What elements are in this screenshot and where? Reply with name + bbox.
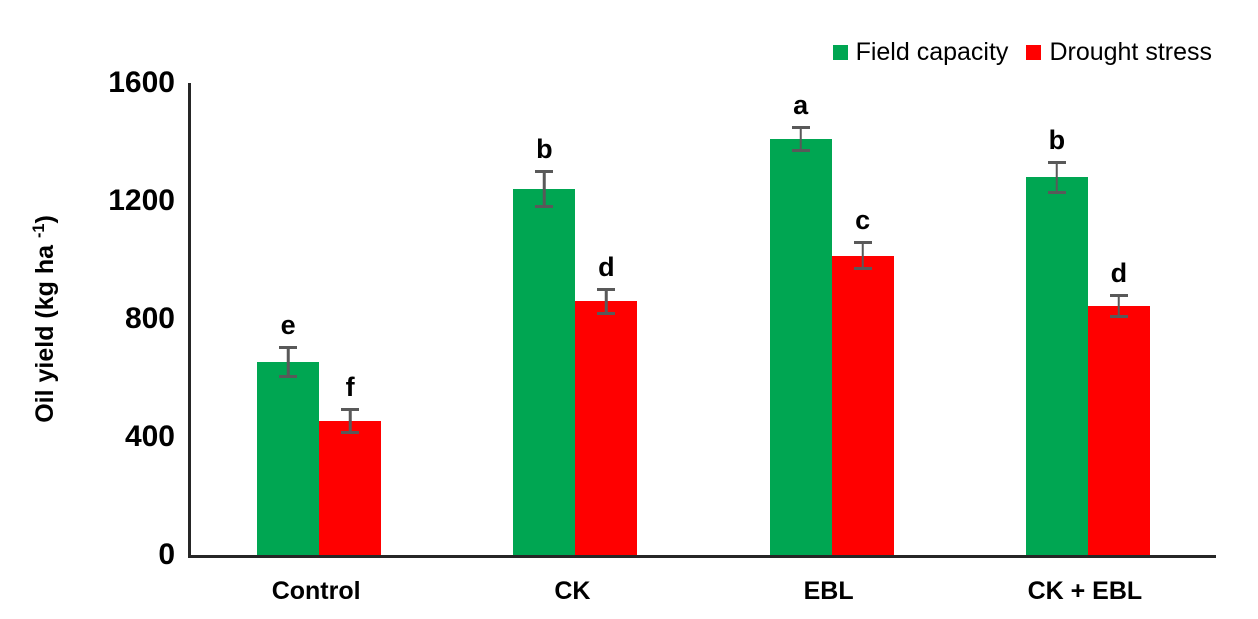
sig-letter-drought-stress-ck: d <box>598 252 615 283</box>
error-bar-cap-drought-stress-ck <box>597 288 616 292</box>
error-bar-cap-drought-stress-ck-ebl <box>1109 293 1128 297</box>
bar-field-capacity-control <box>257 361 320 555</box>
sig-letter-field-capacity-ck-ebl: b <box>1048 125 1066 156</box>
error-bar-cap-field-capacity-ck-ebl <box>1047 161 1066 165</box>
error-bar-vline-drought-stress-control <box>348 407 352 435</box>
bar-drought-stress-ebl <box>831 255 894 555</box>
error-bar-vline-drought-stress-ck-ebl <box>1117 293 1121 318</box>
error-bar-field-capacity-ck-ebl <box>1047 161 1066 194</box>
error-bar-cap-field-capacity-ebl <box>791 125 810 129</box>
y-tick-label-400: 400 <box>124 420 175 453</box>
legend-item-field-capacity: Field capacity <box>832 38 1009 66</box>
error-bar-cap-field-capacity-control <box>279 345 298 349</box>
y-axis-title-superscript: -1 <box>29 223 48 239</box>
error-bar-cap-drought-stress-control <box>341 431 360 435</box>
sig-letter-field-capacity-ck: b <box>536 134 553 165</box>
legend-label-field-capacity: Field capacity <box>855 38 1009 66</box>
x-category-label-ebl: EBL <box>803 577 854 605</box>
bar-field-capacity-ebl <box>769 139 832 555</box>
error-bar-cap-field-capacity-control <box>279 375 298 378</box>
bar-drought-stress-ck-ebl <box>1087 305 1150 555</box>
y-tick-label-0: 0 <box>158 538 175 571</box>
chart-legend: Field capacity Drought stress <box>832 38 1212 66</box>
error-bar-field-capacity-ck <box>535 170 554 209</box>
x-category-label-ck-ebl: CK + EBL <box>1027 577 1143 605</box>
x-category-label-control: Control <box>271 577 361 605</box>
error-bar-vline-field-capacity-control <box>286 345 290 378</box>
bar-field-capacity-ck <box>513 189 576 555</box>
error-bar-drought-stress-control <box>341 407 360 435</box>
bar-drought-stress-control <box>319 420 382 555</box>
error-bar-cap-drought-stress-ebl <box>853 267 872 271</box>
error-bar-cap-drought-stress-control <box>341 407 360 411</box>
plot-area: e b a b f d c d <box>188 83 1216 558</box>
sig-letter-field-capacity-control: e <box>280 309 296 340</box>
error-bar-vline-field-capacity-ck <box>543 170 546 209</box>
error-bar-cap-field-capacity-ck <box>535 205 554 209</box>
error-bar-cap-field-capacity-ck <box>535 170 554 174</box>
error-bar-vline-field-capacity-ebl <box>799 125 802 153</box>
sig-letter-drought-stress-control: f <box>345 371 355 402</box>
sig-letter-field-capacity-ebl: a <box>793 89 809 120</box>
error-bar-vline-drought-stress-ck <box>605 288 608 315</box>
sig-letter-drought-stress-ck-ebl: d <box>1110 257 1128 288</box>
sig-letter-drought-stress-ebl: c <box>855 204 871 235</box>
legend-item-drought-stress: Drought stress <box>1026 38 1212 66</box>
y-tick-label-800: 800 <box>124 302 175 335</box>
y-tick-label-1200: 1200 <box>108 184 175 217</box>
error-bar-drought-stress-ebl <box>853 240 872 271</box>
error-bar-vline-drought-stress-ebl <box>861 240 864 271</box>
y-tick-label-1600: 1600 <box>108 66 175 99</box>
x-category-label-ck: CK <box>554 577 591 605</box>
bar-field-capacity-ck-ebl <box>1025 177 1088 555</box>
legend-swatch-field-capacity <box>832 44 848 60</box>
legend-label-drought-stress: Drought stress <box>1049 38 1212 66</box>
error-bar-cap-field-capacity-ebl <box>791 149 810 153</box>
error-bar-cap-drought-stress-ebl <box>853 240 872 244</box>
error-bar-cap-field-capacity-ck-ebl <box>1047 190 1066 194</box>
error-bar-field-capacity-ebl <box>791 125 810 153</box>
error-bar-vline-field-capacity-ck-ebl <box>1055 161 1059 194</box>
error-bar-cap-drought-stress-ck-ebl <box>1109 314 1128 318</box>
error-bar-field-capacity-control <box>279 345 298 378</box>
error-bar-drought-stress-ck <box>597 288 616 315</box>
legend-swatch-drought-stress <box>1026 44 1042 60</box>
error-bar-drought-stress-ck-ebl <box>1109 293 1128 318</box>
error-bar-cap-drought-stress-ck <box>597 311 616 315</box>
bar-drought-stress-ck <box>575 301 638 555</box>
